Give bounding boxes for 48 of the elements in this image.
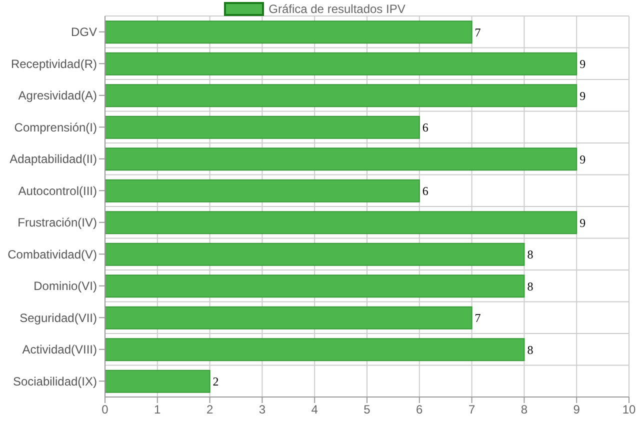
y-tick-label: Dominio(VI) — [34, 279, 97, 294]
data-label: 8 — [527, 248, 534, 262]
bar — [105, 211, 578, 234]
bar — [105, 52, 578, 76]
bar — [105, 370, 210, 393]
bar — [105, 20, 472, 44]
data-label: 7 — [474, 25, 481, 40]
x-tick-label: 2 — [206, 402, 214, 417]
x-tick-label: 6 — [416, 402, 424, 417]
series-label: Gráfica de resultados IPV — [268, 2, 406, 16]
y-tick-label: Frustración(IV) — [18, 216, 97, 230]
x-tick-label: 5 — [364, 402, 371, 417]
bar — [105, 84, 578, 108]
data-label: 9 — [580, 88, 586, 103]
bar — [105, 338, 525, 362]
bar — [105, 179, 420, 202]
y-tick-label: DGV — [70, 25, 97, 40]
data-label: 8 — [527, 279, 534, 294]
x-tick-label: 10 — [622, 402, 636, 417]
y-tick-label: Autocontrol(III) — [18, 184, 97, 198]
data-label: 7 — [474, 311, 481, 326]
data-label: 9 — [580, 216, 586, 230]
x-tick-label: 8 — [520, 402, 528, 417]
y-tick-label: Agresividad(A) — [18, 88, 97, 103]
data-label: 9 — [580, 57, 586, 72]
y-tick-label: Adaptabilidad(II) — [10, 152, 97, 166]
bar — [105, 306, 472, 330]
bar — [105, 242, 525, 266]
bar — [105, 116, 420, 139]
data-label: 2 — [212, 374, 219, 389]
y-tick-label: Combatividad(V) — [8, 247, 97, 262]
y-tick-label: Comprensión(I) — [14, 120, 97, 134]
data-label: 8 — [527, 342, 534, 357]
y-tick-label: Sociabilidad(IX) — [12, 374, 97, 388]
y-tick-label: Seguridad(VII) — [20, 310, 97, 325]
x-tick-label: 4 — [311, 402, 318, 417]
bar — [105, 274, 525, 298]
data-label: 6 — [422, 120, 428, 135]
bar — [105, 148, 578, 171]
data-label: 9 — [580, 152, 586, 166]
x-tick-label: 7 — [468, 402, 476, 417]
x-tick-label: 0 — [102, 402, 109, 417]
x-tick-label: 3 — [258, 402, 266, 417]
y-tick-label: Actividad(VIII) — [22, 342, 97, 357]
data-label: 6 — [422, 184, 428, 198]
y-tick-label: Receptividad(R) — [10, 56, 97, 71]
x-tick-label: 1 — [154, 402, 162, 417]
x-tick-label: 9 — [573, 402, 580, 417]
